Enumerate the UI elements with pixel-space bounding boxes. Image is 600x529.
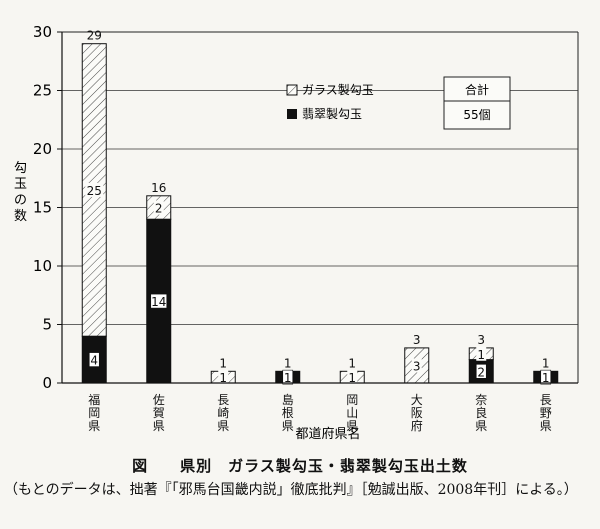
- total-data-label: 29: [87, 29, 102, 43]
- figure-caption: 図 県別 ガラス製勾玉・翡翠製勾玉出土数: [132, 457, 468, 475]
- glass-data-label: 1: [219, 371, 227, 385]
- y-axis-title: 勾玉の数: [14, 161, 27, 224]
- total-data-label: 1: [348, 356, 356, 370]
- total-box-label: 合計: [465, 82, 489, 97]
- x-category-label: 奈良県: [475, 393, 487, 433]
- total-data-label: 3: [477, 333, 485, 347]
- total-data-label: 3: [413, 333, 421, 347]
- glass-data-label: 25: [87, 184, 102, 198]
- x-category-label: 岡山県: [346, 393, 358, 433]
- legend-label-jade: 翡翠製勾玉: [302, 107, 362, 121]
- jade-data-label: 4: [90, 354, 98, 368]
- jade-data-label: 2: [477, 365, 485, 379]
- jade-data-label: 1: [284, 371, 292, 385]
- legend-swatch-glass: [286, 84, 298, 96]
- source-note: （もとのデータは、拙著『「邪馬台国畿内説」徹底批判』［勉誠出版、2008年刊］に…: [4, 482, 578, 498]
- total-box-value: 55個: [463, 108, 490, 122]
- y-tick-label: 25: [33, 82, 52, 100]
- jade-label-box: [88, 352, 100, 367]
- glass-label-box: [218, 370, 229, 385]
- jade-label-box: [540, 369, 552, 385]
- glass-label-box: [85, 182, 104, 197]
- y-tick-label: 15: [33, 199, 52, 217]
- jade-data-label: 14: [151, 295, 166, 309]
- glass-label-box: [476, 346, 487, 361]
- jade-data-label: 1: [542, 371, 550, 385]
- x-category-label: 長崎県: [217, 393, 229, 433]
- total-box: 合計 55個: [443, 76, 511, 130]
- legend-label-glass: ガラス製勾玉: [302, 83, 374, 97]
- glass-label-box: [347, 370, 358, 385]
- y-tick-label: 10: [33, 257, 52, 275]
- x-category-label: 福岡県: [88, 392, 100, 433]
- y-tick-label: 5: [42, 316, 52, 334]
- x-category-label: 長野県: [540, 393, 552, 433]
- jade-label-box: [150, 293, 168, 309]
- glass-data-label: 2: [155, 202, 163, 216]
- glass-data-label: 1: [348, 371, 356, 385]
- y-tick-label: 0: [42, 374, 52, 392]
- x-axis-title: 都道府県名: [295, 426, 360, 442]
- y-tick-label: 30: [33, 23, 52, 41]
- jade-label-box: [475, 363, 487, 379]
- total-data-label: 16: [151, 181, 166, 195]
- jade-label-box: [282, 369, 294, 385]
- legend-swatch-jade: [287, 109, 297, 119]
- glass-data-label: 1: [477, 348, 485, 362]
- total-data-label: 1: [219, 356, 227, 370]
- x-category-label: 島根県: [282, 392, 294, 433]
- x-category-label: 大阪府: [411, 393, 423, 433]
- legend: ガラス製勾玉 翡翠製勾玉: [286, 83, 374, 121]
- glass-label-box: [153, 200, 164, 215]
- total-data-label: 1: [542, 356, 550, 370]
- glass-data-label: 3: [413, 359, 421, 373]
- total-data-label: 1: [284, 356, 292, 370]
- glass-label-box: [411, 358, 422, 373]
- x-category-label: 佐賀県: [153, 393, 165, 433]
- y-tick-label: 20: [33, 140, 52, 158]
